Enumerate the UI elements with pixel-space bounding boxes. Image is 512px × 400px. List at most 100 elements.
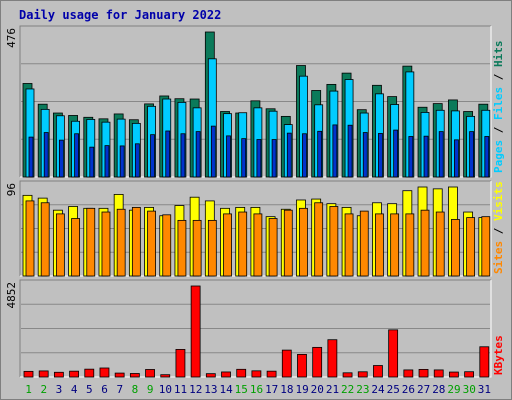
sites-bar <box>466 217 476 277</box>
pages-bar <box>150 134 155 178</box>
sites-bar <box>435 211 445 277</box>
sites-bar <box>420 209 430 277</box>
pages-bar <box>362 132 368 178</box>
day-label: 1 <box>25 383 32 396</box>
visits-sites-axis-label: Sites / Visits <box>492 181 505 274</box>
pages-bar <box>43 132 49 178</box>
day-label: 21 <box>326 383 339 396</box>
pages-bar <box>454 139 459 178</box>
pages-bar <box>393 129 399 178</box>
pages-bar <box>271 139 277 178</box>
kbytes-bar <box>114 372 125 378</box>
day-label: 26 <box>402 383 415 396</box>
kbytes-bar <box>449 371 459 378</box>
pages-bar <box>332 124 338 178</box>
sites-bar <box>71 218 80 277</box>
day-label: 11 <box>174 383 187 396</box>
pages-bar <box>134 143 140 178</box>
kbytes-bar <box>327 339 338 378</box>
day-label: 16 <box>250 383 263 396</box>
sites-bar <box>223 213 232 277</box>
sites-bar <box>101 211 111 277</box>
sites-bar <box>299 207 308 277</box>
kbytes-bar <box>145 369 155 378</box>
sites-bar <box>116 208 126 277</box>
hits-files-pages-max-label: 476 <box>5 28 18 48</box>
sites-bar <box>177 219 187 277</box>
day-label: 13 <box>204 383 217 396</box>
kbytes-bar <box>464 371 475 378</box>
legend-kbytes: KBytes <box>492 335 505 375</box>
kbytes-bar <box>297 354 307 378</box>
day-label: 8 <box>132 383 139 396</box>
day-label: 4 <box>71 383 78 396</box>
legend-sites: Sites <box>492 241 505 274</box>
day-label: 19 <box>295 383 308 396</box>
day-label: 20 <box>311 383 324 396</box>
sites-bar <box>359 210 369 277</box>
sites-bar <box>147 210 156 277</box>
sites-bar <box>268 218 278 277</box>
pages-bar <box>119 145 125 178</box>
pages-bar <box>28 136 34 178</box>
pages-bar <box>104 145 110 178</box>
kbytes-bar <box>312 346 323 378</box>
day-label: 17 <box>265 383 278 396</box>
pages-bar <box>165 130 171 178</box>
sites-bar <box>238 211 248 277</box>
sites-bar <box>344 213 354 277</box>
pages-bar <box>347 124 353 178</box>
kbytes-bar <box>205 373 216 378</box>
pages-bar <box>438 131 444 178</box>
legend-pages: Pages <box>492 140 505 173</box>
pages-bar <box>89 146 95 178</box>
day-label: 6 <box>101 383 108 396</box>
sites-bar <box>162 214 172 277</box>
kbytes-bar <box>433 369 444 378</box>
kbytes-bar <box>190 285 201 378</box>
pages-bar <box>408 136 414 178</box>
pages-bar <box>210 125 216 178</box>
kbytes-bar <box>69 370 79 378</box>
day-label: 14 <box>219 383 233 396</box>
sites-bar <box>405 213 415 277</box>
day-label: 12 <box>189 383 202 396</box>
hits-files-pages-axis-label: Pages / Files / Hits <box>492 41 505 174</box>
kbytes-panel: 4852 KBytes <box>5 279 505 378</box>
sites-bar <box>25 200 35 277</box>
pages-bar <box>378 133 383 178</box>
sites-bar <box>314 202 324 277</box>
legend-hits: Hits <box>492 41 505 68</box>
day-label: 3 <box>56 383 63 396</box>
chart-title: Daily usage for January 2022 <box>19 8 221 22</box>
day-label: 27 <box>417 383 430 396</box>
day-label: 15 <box>235 383 248 396</box>
visits-sites-max-label: 96 <box>5 183 18 196</box>
sites-bar <box>283 209 293 277</box>
day-label: 9 <box>147 383 154 396</box>
kbytes-axis-label: KBytes <box>492 335 505 375</box>
kbytes-bar <box>357 371 368 378</box>
pages-bar <box>256 139 262 178</box>
kbytes-bar <box>236 368 247 378</box>
kbytes-bar <box>418 369 429 378</box>
day-label: 2 <box>40 383 47 396</box>
kbytes-bar <box>84 368 95 378</box>
kbytes-bar <box>266 370 277 378</box>
day-label: 10 <box>159 383 172 396</box>
kbytes-bar <box>129 373 140 378</box>
kbytes-bar <box>342 372 353 378</box>
kbytes-bar <box>479 346 490 378</box>
kbytes-bar <box>221 371 231 378</box>
pages-bar <box>423 135 429 178</box>
kbytes-bar <box>251 370 262 378</box>
day-label: 18 <box>280 383 293 396</box>
kbytes-bar <box>281 349 292 378</box>
sites-bar <box>207 219 217 277</box>
kbytes-bar <box>388 329 399 378</box>
pages-bar <box>226 135 231 178</box>
sites-bar <box>131 206 141 277</box>
day-label: 29 <box>447 383 460 396</box>
